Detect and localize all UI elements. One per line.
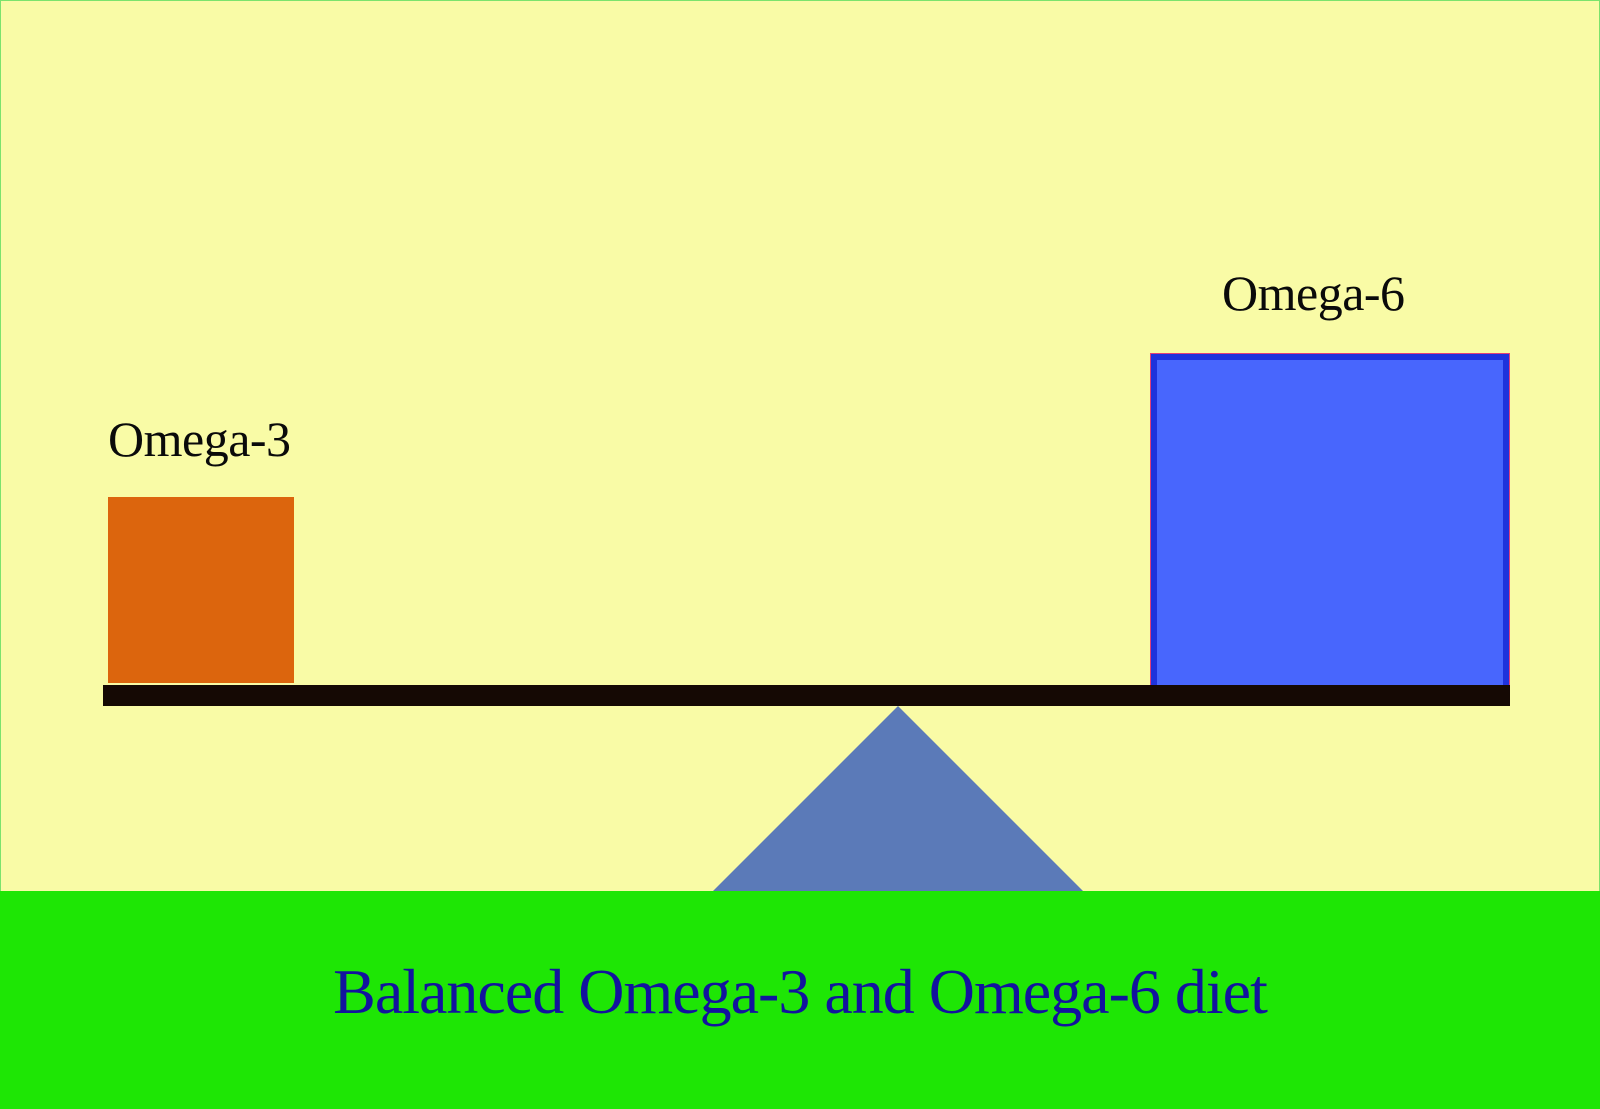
footer-banner	[0, 891, 1600, 1109]
omega6-label: Omega-6	[1222, 265, 1405, 321]
fulcrum-shape	[712, 706, 1084, 892]
omega3-block	[108, 497, 294, 683]
footer-title: Balanced Omega-3 and Omega-6 diet	[333, 956, 1268, 1027]
omega3-label: Omega-3	[108, 411, 291, 467]
omega6-block	[1151, 354, 1509, 692]
balance-beam	[103, 685, 1510, 706]
fulcrum-triangle	[712, 706, 1084, 892]
